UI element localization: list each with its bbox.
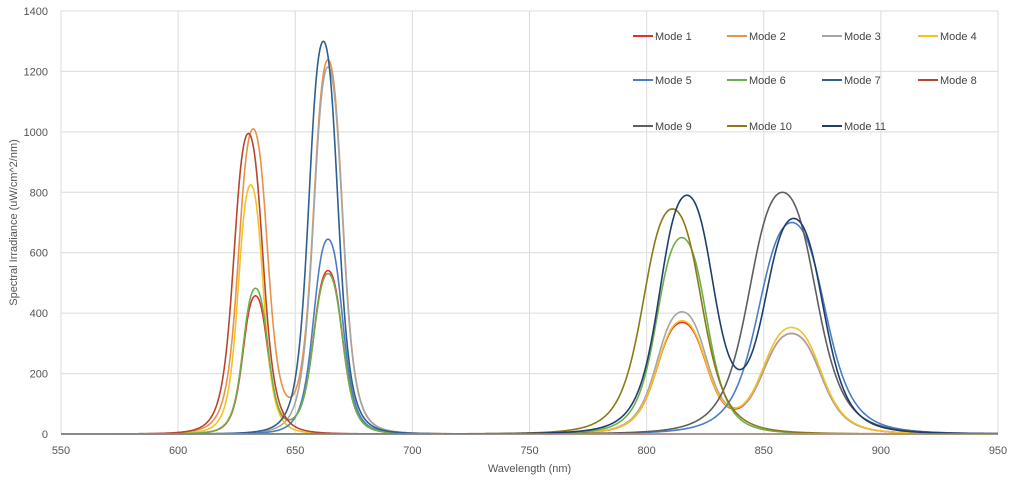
x-tick-label: 950 xyxy=(989,445,1007,457)
x-axis-title: Wavelength (nm) xyxy=(488,463,571,475)
legend-label: Mode 11 xyxy=(844,121,886,133)
x-tick-label: 650 xyxy=(286,445,304,457)
legend-item-mode-3: Mode 3 xyxy=(822,31,881,43)
y-tick-label: 800 xyxy=(30,187,48,199)
legend: Mode 1 Mode 2 Mode 3 Mode 4 Mode 5 Mode 6 Mode… xyxy=(633,31,977,133)
legend-label: Mode 9 xyxy=(655,121,692,133)
y-axis-title: Spectral Irradiance (uW/cm^2/nm) xyxy=(8,139,20,306)
legend-item-mode-10: Mode 10 xyxy=(727,121,792,133)
x-tick-label: 900 xyxy=(872,445,890,457)
legend-item-mode-9: Mode 9 xyxy=(633,121,692,133)
legend-item-mode-5: Mode 5 xyxy=(633,75,692,87)
legend-label: Mode 8 xyxy=(940,75,977,87)
x-tick-label: 600 xyxy=(169,445,187,457)
legend-label: Mode 2 xyxy=(749,31,786,43)
legend-item-mode-6: Mode 6 xyxy=(727,75,786,87)
y-tick-label: 1400 xyxy=(24,6,48,18)
x-tick-label: 700 xyxy=(403,445,421,457)
legend-label: Mode 7 xyxy=(844,75,881,87)
legend-label: Mode 6 xyxy=(749,75,786,87)
x-tick-label: 850 xyxy=(755,445,773,457)
y-tick-label: 600 xyxy=(30,248,48,260)
legend-item-mode-8: Mode 8 xyxy=(918,75,977,87)
x-tick-label: 800 xyxy=(637,445,655,457)
y-tick-label: 200 xyxy=(30,369,48,381)
x-tick-label: 550 xyxy=(52,445,70,457)
legend-item-mode-11: Mode 11 xyxy=(822,121,886,133)
y-tick-labels: 0 200 400 600 800 1000 1200 1400 xyxy=(24,6,48,441)
legend-item-mode-4: Mode 4 xyxy=(918,31,977,43)
legend-label: Mode 10 xyxy=(749,121,792,133)
x-tick-labels: 550 600 650 700 750 800 850 900 950 xyxy=(52,445,1007,457)
y-tick-label: 400 xyxy=(30,308,48,320)
x-tick-label: 750 xyxy=(520,445,538,457)
y-tick-label: 0 xyxy=(42,429,48,441)
y-tick-label: 1200 xyxy=(24,66,48,78)
legend-label: Mode 5 xyxy=(655,75,692,87)
legend-label: Mode 3 xyxy=(844,31,881,43)
axis-layer: 550 600 650 700 750 800 850 900 950 0 200 400 600 80… xyxy=(8,6,1007,475)
legend-item-mode-2: Mode 2 xyxy=(727,31,786,43)
legend-label: Mode 1 xyxy=(655,31,692,43)
legend-label: Mode 4 xyxy=(940,31,977,43)
legend-item-mode-1: Mode 1 xyxy=(633,31,692,43)
y-tick-label: 1000 xyxy=(24,127,48,139)
legend-item-mode-7: Mode 7 xyxy=(822,75,881,87)
